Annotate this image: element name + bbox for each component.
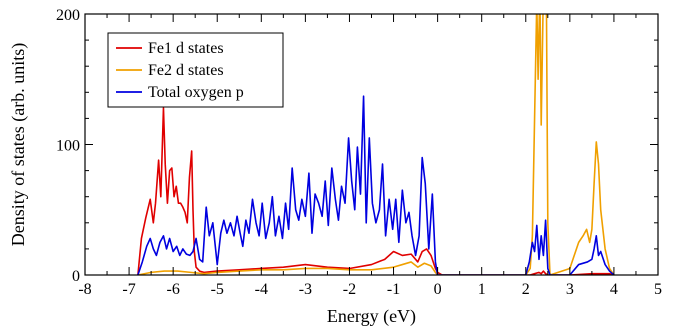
x-tick-label: 0: [434, 281, 442, 298]
legend-entry-label: Fe1 d states: [148, 40, 224, 57]
y-axis-label: Density of states (arb. units): [8, 43, 29, 246]
legend-entry-label: Fe2 d states: [148, 62, 224, 79]
x-tick-label: 2: [522, 281, 530, 298]
y-axis: 0 100 200: [56, 7, 658, 285]
y-tick-label: 100: [56, 138, 80, 155]
x-tick-label: -6: [166, 281, 179, 298]
x-tick-label: 5: [654, 281, 662, 298]
x-tick-label: -3: [299, 281, 312, 298]
series-line-total-oxygen-p: [137, 95, 615, 275]
x-tick-label: -2: [343, 281, 356, 298]
x-tick-label: -4: [255, 281, 268, 298]
x-tick-label: 4: [610, 281, 618, 298]
x-tick-label: -7: [122, 281, 135, 298]
y-tick-label: 200: [56, 7, 80, 24]
x-tick-label: -5: [211, 281, 224, 298]
x-axis-label: Energy (eV): [327, 306, 416, 327]
legend-entry-label: Total oxygen p: [148, 84, 244, 101]
legend: Fe1 d states Fe2 d states Total oxygen p: [107, 32, 284, 108]
x-tick-label: -1: [387, 281, 400, 298]
x-tick-label: -8: [78, 281, 91, 298]
legend-box: [107, 32, 284, 108]
y-tick-label: 0: [72, 268, 80, 285]
x-tick-label: 3: [566, 281, 574, 298]
x-tick-label: 1: [478, 281, 486, 298]
x-axis: -8 -7 -6 -5 -4 -3 -2 -1 0 1 2 3 4 5: [78, 14, 662, 298]
